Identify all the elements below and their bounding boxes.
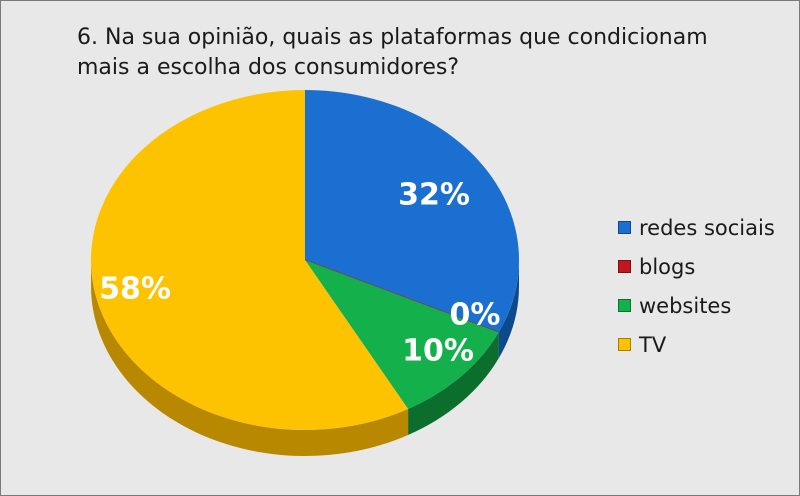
legend-item-TV: TV	[618, 325, 775, 364]
slice-side-TV	[91, 260, 409, 456]
data-label-TV: 58%	[99, 272, 171, 307]
slice-side-websites	[408, 332, 499, 435]
legend-swatch	[618, 299, 631, 312]
legend-item-websites: websites	[618, 286, 775, 325]
legend-swatch	[618, 221, 631, 234]
legend-swatch	[618, 260, 631, 273]
slice-redes-sociais	[305, 90, 519, 333]
chart-title: 6. Na sua opinião, quais as plataformas …	[77, 25, 708, 80]
legend-item-blogs: blogs	[618, 247, 775, 286]
pie-sides	[91, 260, 519, 456]
legend-label: TV	[639, 332, 667, 357]
data-label-websites: 10%	[402, 334, 474, 369]
legend-swatch	[618, 338, 631, 351]
slice-websites	[305, 260, 499, 409]
legend-label: websites	[639, 293, 732, 318]
slice-blogs	[304, 259, 499, 333]
pie-labels: 32% 0%10% 58%	[99, 178, 500, 369]
legend-item-redes-sociais: redes sociais	[618, 208, 775, 247]
legend-label: blogs	[639, 254, 696, 279]
slice-side-redes-sociais	[498, 260, 519, 359]
slice-TV	[90, 90, 409, 430]
legend: redes sociais blogs websites TV	[618, 208, 775, 364]
data-label-redes-sociais: 32%	[398, 178, 470, 213]
pie-slices	[90, 90, 519, 430]
data-label-blogs: 0%	[450, 298, 501, 333]
legend-label: redes sociais	[639, 215, 775, 240]
